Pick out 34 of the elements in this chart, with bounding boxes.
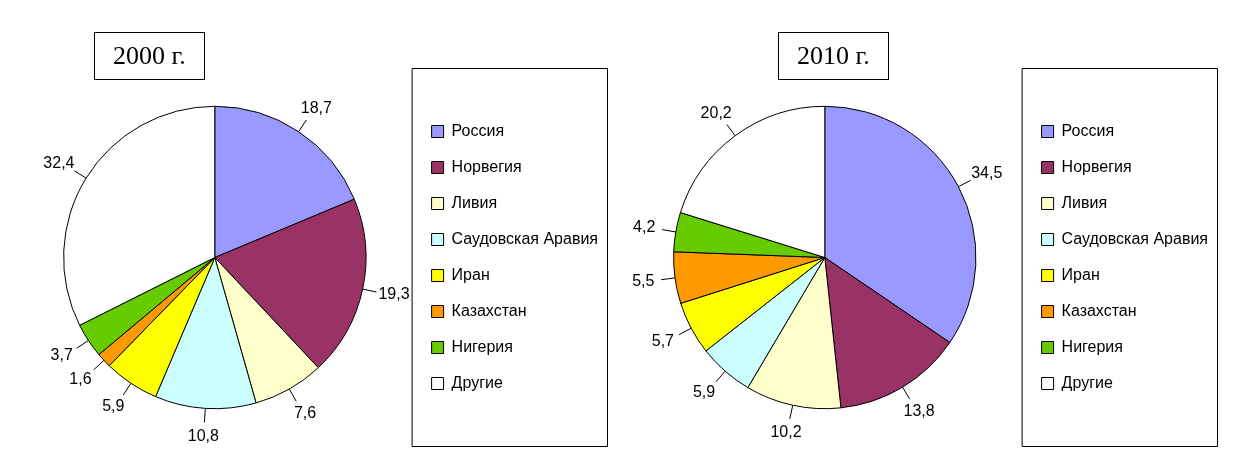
legend-label: Другие xyxy=(451,373,503,391)
legend-label: Норвегия xyxy=(1061,157,1132,175)
data-label: 5,7 xyxy=(651,331,675,349)
data-label: 5,9 xyxy=(102,397,125,415)
data-label: 10,8 xyxy=(187,426,219,444)
data-label: 19,3 xyxy=(378,285,410,303)
legend-label: Норвегия xyxy=(451,157,522,175)
legend-label: Саудовская Аравия xyxy=(451,229,598,247)
data-label: 18,7 xyxy=(300,98,333,116)
data-label: 4,2 xyxy=(633,217,656,235)
data-label: 7,6 xyxy=(293,403,317,421)
legend-label: Казахстан xyxy=(1061,301,1137,319)
legend-label: Саудовская Аравия xyxy=(1061,229,1208,247)
legend-label: Другие xyxy=(1061,373,1113,391)
legend-label: Нигерия xyxy=(1061,337,1123,355)
legend-label: Иран xyxy=(1061,265,1100,283)
chart-title: 2000 г. xyxy=(94,32,205,80)
data-label: 34,5 xyxy=(971,164,1003,182)
data-label: 32,4 xyxy=(43,153,75,171)
data-label: 5,5 xyxy=(632,272,655,290)
data-label: 13,8 xyxy=(903,401,935,419)
legend-label: Россия xyxy=(1061,121,1115,139)
legend-label: Казахстан xyxy=(451,301,527,319)
legend-label: Россия xyxy=(451,121,505,139)
data-label: 5,9 xyxy=(692,382,716,400)
chart-title: 2010 г. xyxy=(778,32,889,80)
legend-label: Ливия xyxy=(1061,193,1108,211)
data-label: 10,2 xyxy=(770,423,802,441)
legend-label: Иран xyxy=(451,265,490,283)
data-label: 1,6 xyxy=(69,369,92,387)
data-label: 20,2 xyxy=(700,103,732,121)
legend-label: Нигерия xyxy=(451,337,513,355)
data-label: 3,7 xyxy=(50,346,73,364)
legend-label: Ливия xyxy=(451,193,498,211)
